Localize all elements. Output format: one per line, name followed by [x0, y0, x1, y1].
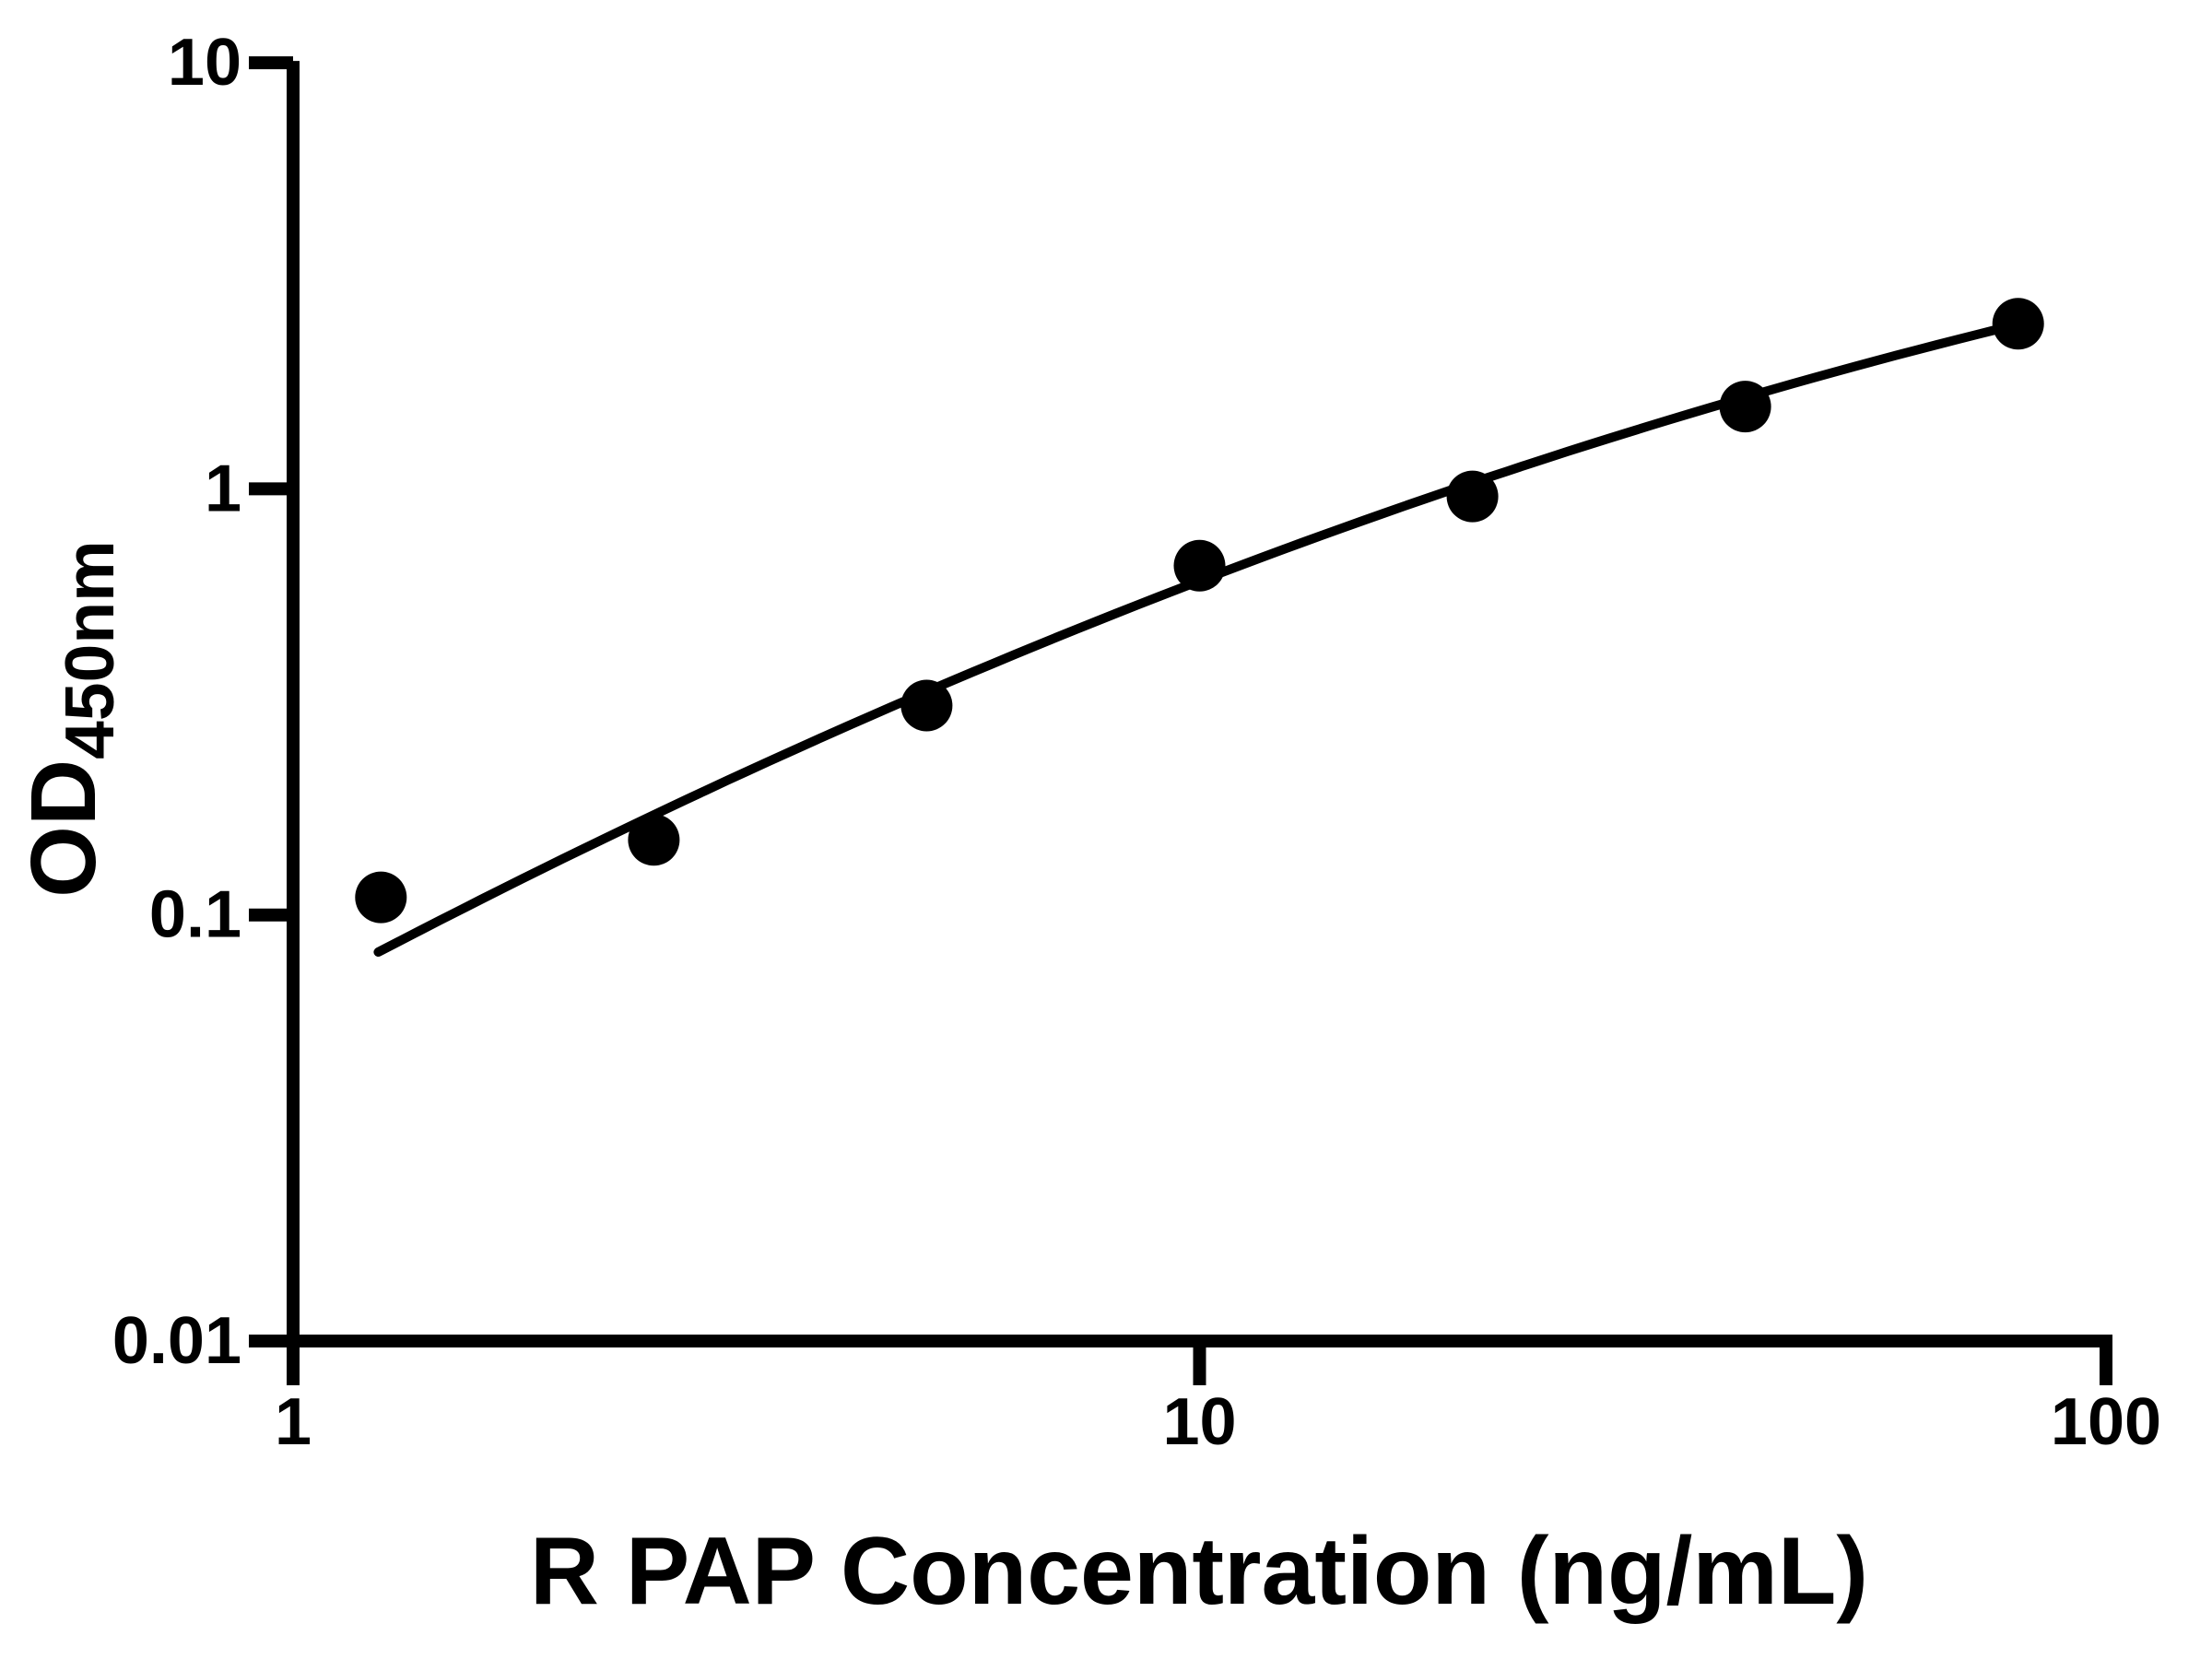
x-axis: 1 10 100 [275, 1335, 2161, 1459]
y-axis-tick-labels: 0.01 0.1 1 10 [112, 26, 241, 1378]
x-tick-label: 100 [2051, 1385, 2161, 1459]
x-axis-ticks [287, 1341, 2112, 1385]
data-points [355, 298, 2044, 924]
y-axis-ticks [249, 56, 293, 1347]
y-tick-label: 0.01 [112, 1304, 241, 1378]
y-axis: 0.01 0.1 1 10 [112, 26, 300, 1378]
y-axis-title-subscript: 450nm [51, 540, 128, 759]
y-tick-label: 0.1 [149, 878, 241, 952]
y-axis-title: OD450nm [12, 540, 128, 898]
y-tick-label: 10 [168, 26, 241, 100]
y-tick-label: 1 [205, 452, 241, 525]
x-axis-tick-labels: 1 10 100 [275, 1385, 2161, 1459]
data-point [355, 871, 407, 924]
data-point [628, 814, 680, 866]
x-tick-label: 10 [1162, 1385, 1236, 1459]
data-point [1719, 381, 1771, 433]
data-point [1446, 470, 1499, 523]
data-point [1173, 539, 1226, 592]
x-axis-title: R PAP Concentration (ng/mL) [530, 1518, 1868, 1625]
data-point [900, 679, 953, 732]
x-tick-label: 1 [275, 1385, 312, 1459]
data-point [1992, 298, 2044, 350]
y-axis-title-main: OD [12, 759, 115, 898]
